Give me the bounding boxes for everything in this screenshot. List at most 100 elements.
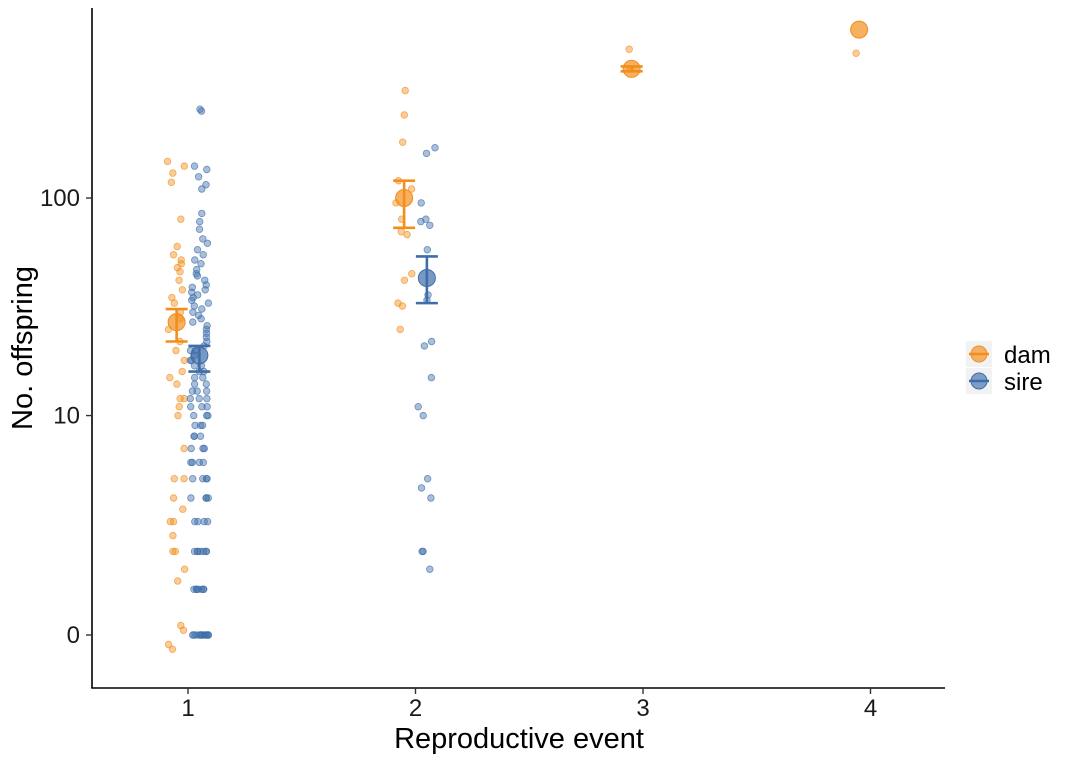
data-point-sire — [200, 631, 208, 639]
data-point-sire — [189, 318, 197, 326]
data-point-dam — [176, 394, 184, 403]
data-point-dam — [168, 645, 177, 653]
data-point-dam — [180, 394, 188, 403]
data-point-dam — [169, 547, 177, 556]
data-point-sire — [422, 149, 431, 158]
data-point-dam — [180, 565, 189, 573]
data-point-sire — [191, 421, 199, 430]
data-point-dam — [169, 169, 177, 177]
data-point-sire — [188, 387, 197, 395]
data-point-dam — [400, 111, 408, 119]
legend-key-sire-point — [970, 372, 988, 390]
data-point-sire — [188, 458, 196, 467]
data-point-dam — [173, 380, 181, 388]
x-tick-label: 2 — [409, 695, 422, 722]
data-point-sire — [196, 421, 205, 430]
data-point-sire — [190, 162, 199, 170]
data-point-dam — [173, 242, 181, 251]
data-point-sire — [199, 373, 207, 382]
data-point-dam — [163, 157, 172, 166]
data-point-sire — [190, 373, 199, 382]
data-point-sire — [187, 494, 195, 502]
data-point-sire — [189, 411, 198, 420]
data-point-dam — [396, 325, 404, 334]
data-point-sire — [427, 494, 435, 502]
data-point-dam — [166, 373, 174, 382]
data-point-sire — [193, 245, 202, 254]
data-point-sire — [193, 547, 202, 556]
data-point-sire — [191, 517, 199, 526]
data-point-dam — [172, 346, 180, 355]
data-point-dam — [177, 215, 185, 223]
data-point-sire — [427, 373, 436, 382]
data-point-dam — [401, 86, 409, 95]
data-point-sire — [201, 286, 209, 294]
data-point-sire — [202, 494, 210, 502]
x-axis-title: Reproductive event — [394, 723, 644, 755]
data-point-sire — [199, 250, 207, 259]
legend-label-sire: sire — [1004, 369, 1043, 396]
mean-point-sire — [417, 269, 436, 288]
data-point-sire — [423, 245, 431, 254]
y-axis-title: No. offspring — [7, 266, 39, 430]
data-point-sire — [196, 432, 205, 440]
legend-key-dam-point — [970, 345, 988, 363]
data-point-sire — [198, 209, 206, 218]
data-point-sire — [199, 585, 208, 593]
data-point-sire — [202, 380, 210, 388]
data-point-dam — [170, 299, 178, 307]
data-point-dam — [403, 230, 411, 239]
data-point-dam — [175, 276, 183, 284]
data-point-sire — [203, 403, 211, 411]
data-point-sire — [202, 547, 211, 556]
data-point-dam — [625, 45, 633, 53]
data-point-sire — [190, 302, 198, 310]
data-point-sire — [203, 165, 211, 174]
data-point-dam — [173, 577, 182, 585]
data-point-sire — [194, 585, 202, 593]
data-point-sire — [186, 394, 194, 403]
data-point-sire — [198, 185, 206, 193]
x-tick-label: 3 — [636, 695, 649, 722]
legend: dam sire — [966, 341, 1051, 396]
data-point-sire — [204, 494, 212, 502]
data-point-sire — [417, 199, 425, 207]
data-point-sire — [190, 432, 198, 440]
data-point-sire — [186, 403, 195, 411]
data-point-dam — [176, 268, 184, 276]
data-point-dam — [175, 403, 183, 411]
data-point-sire — [197, 260, 205, 268]
data-point-sire — [198, 305, 206, 313]
data-point-sire — [189, 308, 197, 316]
data-point-sire — [417, 484, 426, 492]
data-point-sire — [423, 475, 432, 483]
data-point-dam — [178, 286, 187, 294]
mean-point-dam — [395, 189, 414, 207]
data-point-dam — [407, 185, 416, 193]
data-point-sire — [417, 217, 425, 226]
data-point-sire — [202, 325, 211, 334]
data-point-sire — [195, 225, 204, 233]
data-point-dam — [178, 367, 186, 376]
data-point-dam — [166, 517, 174, 526]
legend-label-dam: dam — [1004, 342, 1051, 369]
data-point-sire — [195, 394, 203, 403]
data-point-dam — [174, 411, 182, 420]
data-point-sire — [427, 337, 436, 346]
data-point-sire — [187, 444, 195, 453]
data-point-sire — [199, 444, 207, 453]
data-point-dam — [400, 276, 409, 284]
data-point-sire — [419, 411, 427, 420]
data-point-dam — [167, 178, 176, 186]
data-point-dam — [180, 444, 188, 453]
data-point-dam — [173, 263, 182, 272]
mean-point-sire — [190, 346, 209, 365]
data-point-sire — [193, 272, 202, 280]
x-tick-label: 1 — [181, 695, 194, 722]
data-point-sire — [420, 342, 429, 350]
y-tick-label: 100 — [40, 185, 80, 212]
data-point-sire — [204, 299, 213, 307]
mean-point-dam — [622, 59, 641, 78]
x-axis-ticks: 1 2 3 4 — [181, 688, 877, 722]
